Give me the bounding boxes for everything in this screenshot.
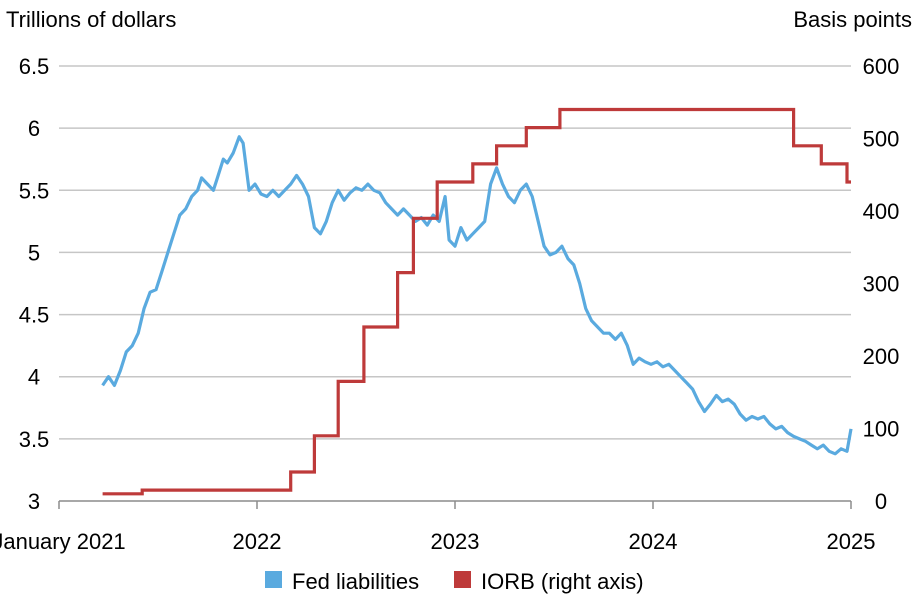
series-line-fed-liabilities (101, 135, 853, 456)
left-tick-label: 4.5 (19, 303, 50, 328)
x-tick-label: January 2021 (0, 529, 126, 554)
left-tick-label: 3.5 (19, 427, 50, 452)
right-tick-label: 100 (863, 417, 900, 442)
series (101, 107, 853, 496)
left-tick-label: 5 (28, 240, 40, 265)
right-tick-label: 0 (875, 489, 887, 514)
gridlines (59, 65, 851, 440)
axes (58, 500, 852, 509)
right-tick-label: 600 (863, 54, 900, 79)
right-tick-label: 400 (863, 199, 900, 224)
x-tick-label: 2023 (431, 529, 480, 554)
right-axis-title: Basis points (793, 7, 912, 32)
left-tick-label: 5.5 (19, 178, 50, 203)
right-tick-label: 300 (863, 272, 900, 297)
left-tick-label: 6 (28, 116, 40, 141)
right-tick-label: 500 (863, 127, 900, 152)
legend-swatch-iorb (454, 571, 471, 588)
series-line-iorb (102, 107, 851, 496)
legend-label-fed-liabilities: Fed liabilities (292, 569, 419, 594)
legend-swatch-fed-liabilities (265, 571, 282, 588)
left-axis-title: Trillions of dollars (6, 7, 176, 32)
legend-label-iorb: IORB (right axis) (481, 569, 644, 594)
x-tick-label: 2024 (629, 529, 678, 554)
left-tick-label: 3 (28, 489, 40, 514)
legend: Fed liabilities IORB (right axis) (265, 569, 644, 594)
x-tick-label: 2025 (827, 529, 876, 554)
left-tick-label: 6.5 (19, 54, 50, 79)
x-tick-label: 2022 (233, 529, 282, 554)
right-tick-label: 200 (863, 344, 900, 369)
tick-labels: 3 3.5 4 4.5 5 5.5 6 6.5 0 100 200 300 400 500 600 Janua… (0, 54, 899, 554)
left-tick-label: 4 (28, 365, 40, 390)
